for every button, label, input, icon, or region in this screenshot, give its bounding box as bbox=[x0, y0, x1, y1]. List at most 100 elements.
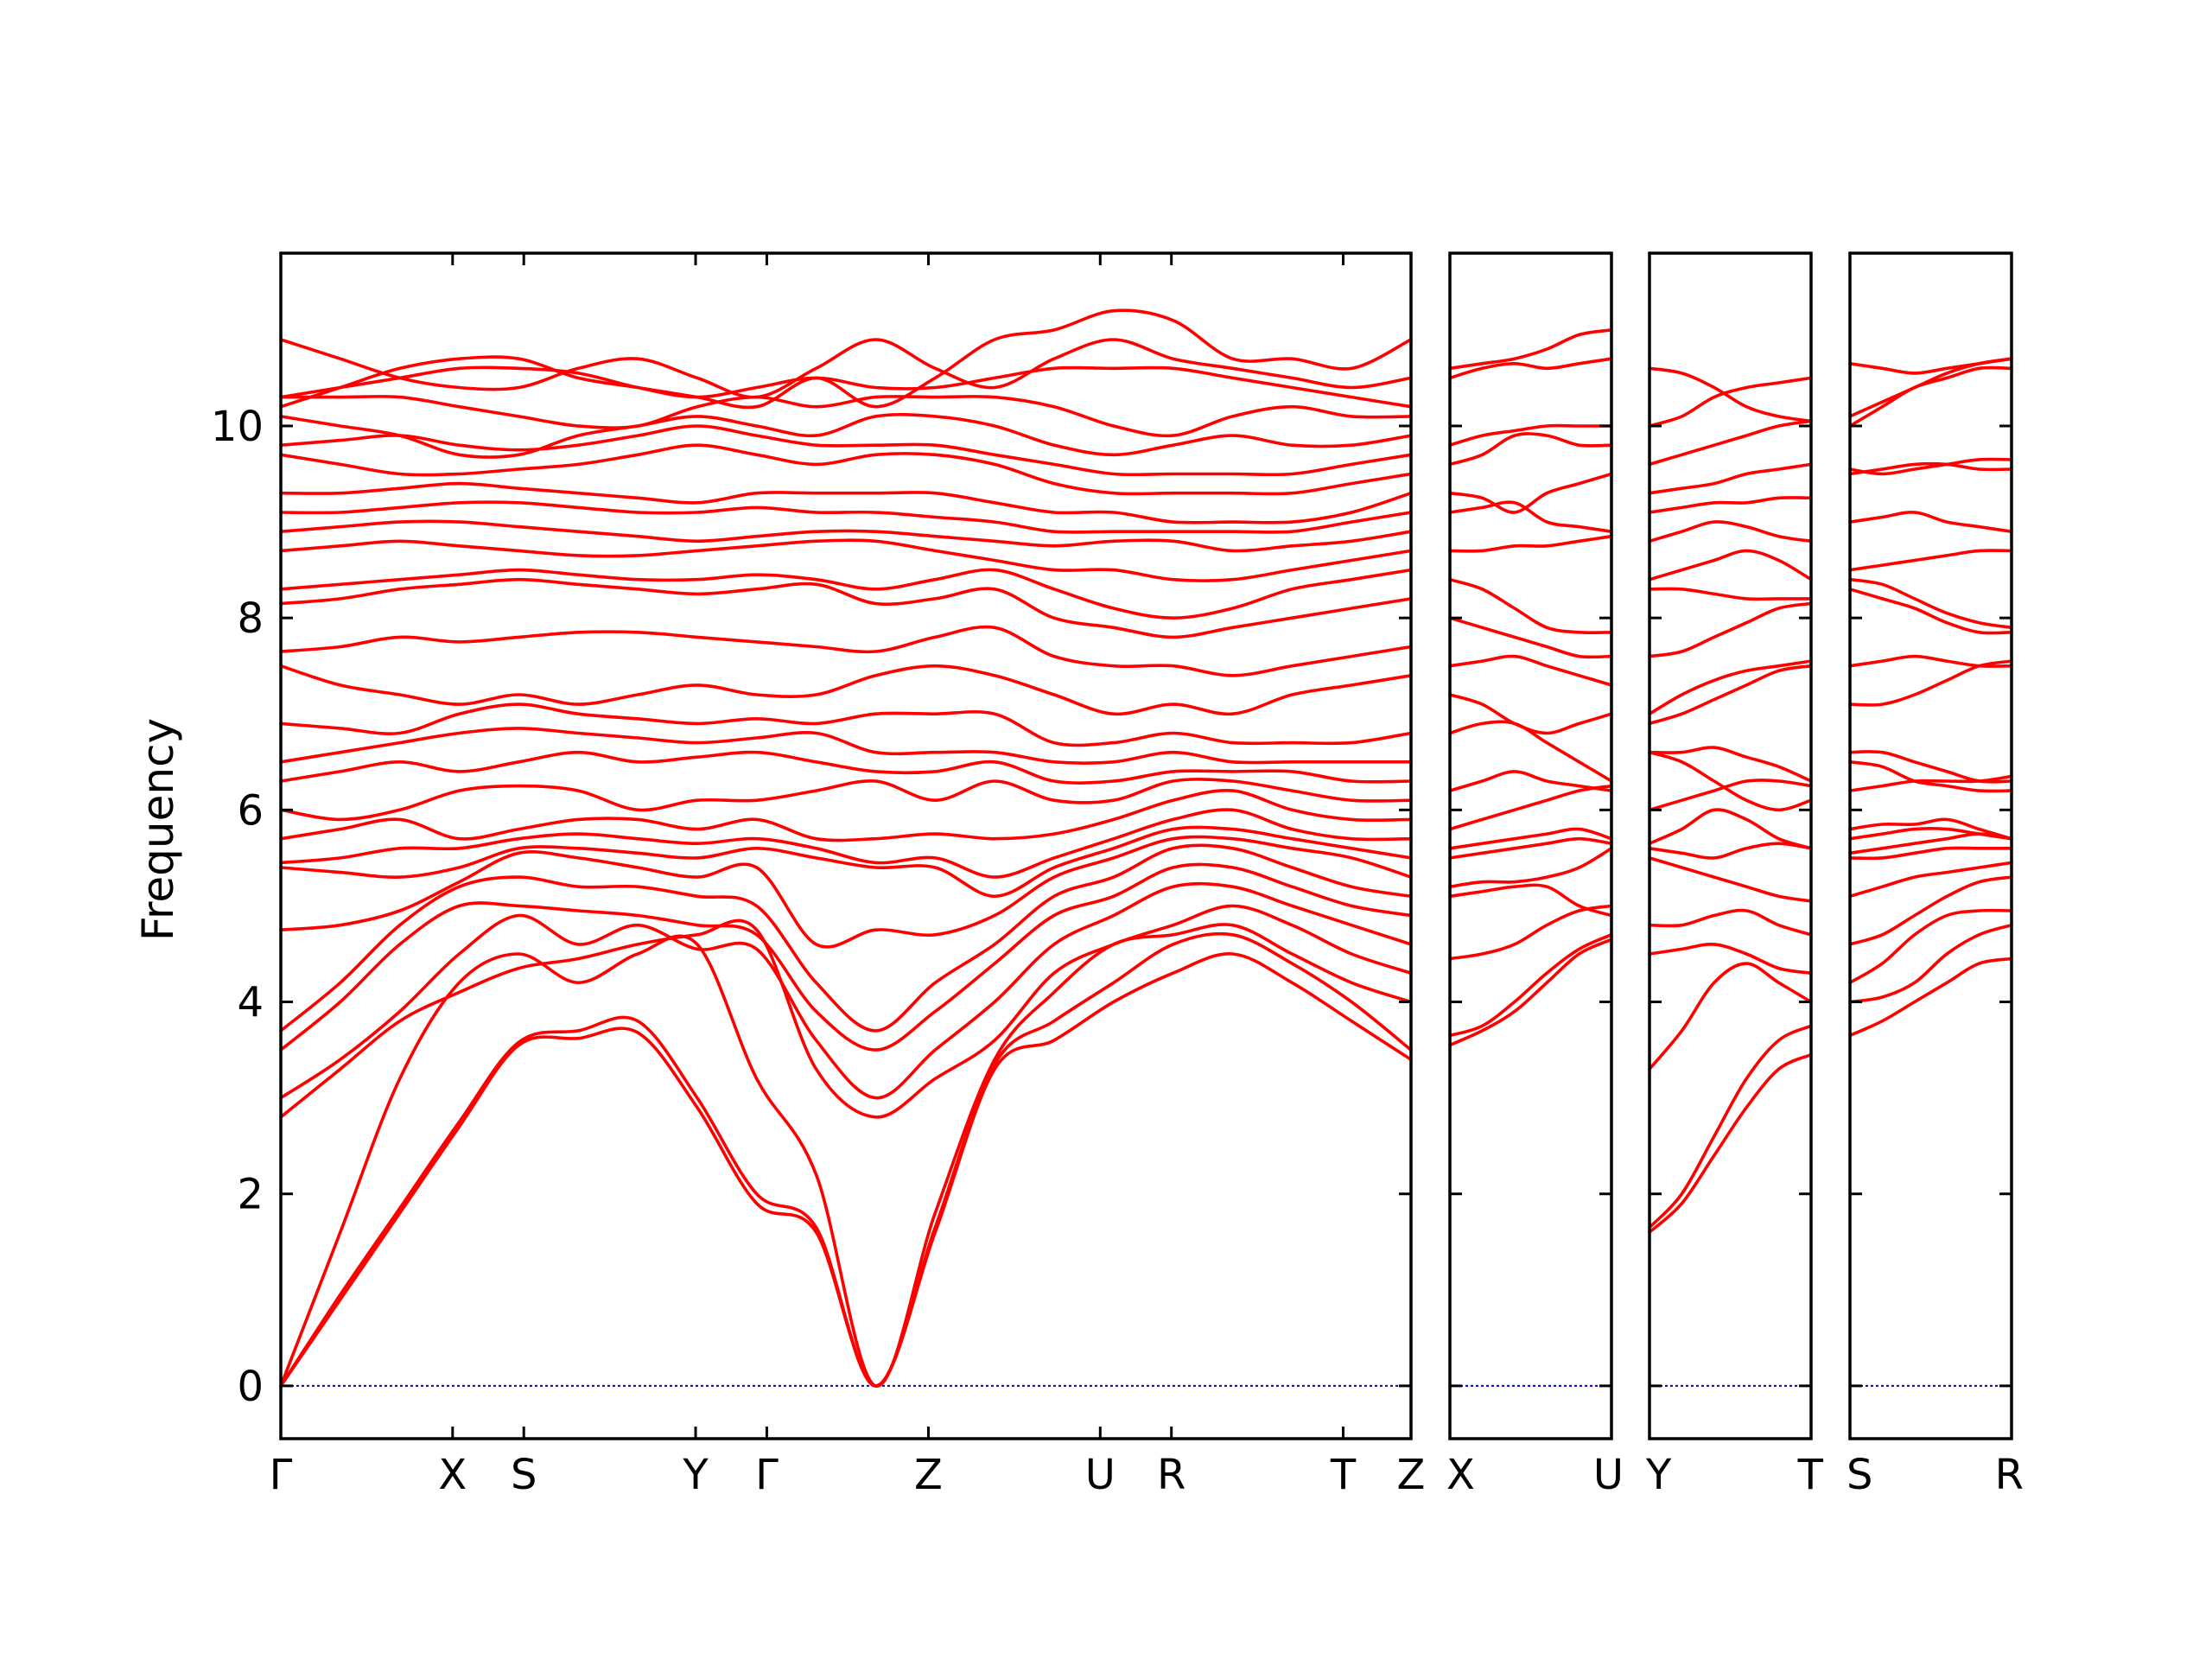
band-13 bbox=[1448, 616, 1613, 659]
band-3 bbox=[1448, 904, 1613, 961]
band-4 bbox=[1848, 875, 2013, 946]
band-14 bbox=[279, 727, 1413, 765]
band-9 bbox=[1648, 779, 1813, 812]
y-axis-label: Frequency bbox=[133, 718, 183, 941]
band-4 bbox=[1648, 942, 1813, 975]
band-5 bbox=[1648, 908, 1813, 937]
band-14 bbox=[1648, 601, 1813, 658]
x-tick-label: T bbox=[1797, 1451, 1824, 1499]
y-tick-label: 0 bbox=[237, 1363, 264, 1411]
band-20 bbox=[1848, 457, 2013, 476]
band-19 bbox=[1648, 462, 1813, 495]
band-10 bbox=[279, 808, 1413, 879]
x-tick-label: Γ bbox=[755, 1451, 779, 1499]
band-4 bbox=[1448, 883, 1613, 918]
x-tick-label: X bbox=[1446, 1451, 1475, 1499]
band-11 bbox=[279, 789, 1413, 842]
band-27 bbox=[279, 395, 1413, 438]
panel-frame bbox=[279, 251, 1413, 1440]
band-6 bbox=[1848, 846, 2013, 861]
band-22 bbox=[279, 500, 1413, 534]
x-tick-label: Γ bbox=[270, 1451, 293, 1499]
band-8 bbox=[1448, 784, 1613, 831]
band-13 bbox=[279, 750, 1413, 785]
y-tick-label: 8 bbox=[237, 594, 264, 643]
band-10 bbox=[1648, 750, 1813, 812]
band-17 bbox=[1648, 520, 1813, 543]
band-12 bbox=[279, 778, 1413, 822]
band-16 bbox=[1448, 500, 1613, 533]
y-tick-label: 4 bbox=[237, 979, 264, 1027]
band-8 bbox=[279, 835, 1413, 949]
band-14 bbox=[1448, 577, 1613, 634]
band-6 bbox=[279, 862, 1413, 1052]
band-3 bbox=[1848, 908, 2013, 985]
band-11 bbox=[1648, 746, 1813, 783]
band-26 bbox=[279, 412, 1413, 459]
x-tick-label: R bbox=[1995, 1451, 2024, 1499]
band-28 bbox=[279, 365, 1413, 409]
band-12 bbox=[1448, 654, 1613, 687]
band-20 bbox=[1648, 419, 1813, 467]
band-30 bbox=[279, 308, 1413, 410]
band-11 bbox=[1448, 693, 1613, 735]
band-9 bbox=[1848, 817, 2013, 841]
panel-frame bbox=[1448, 251, 1613, 1440]
band-5 bbox=[279, 881, 1413, 1100]
y-tick-label: 10 bbox=[211, 403, 264, 451]
band-9 bbox=[279, 825, 1413, 899]
x-tick-label: U bbox=[1593, 1451, 1624, 1499]
band-7 bbox=[1448, 827, 1613, 850]
band-15 bbox=[1448, 534, 1613, 553]
band-29 bbox=[279, 338, 1413, 399]
band-24 bbox=[279, 443, 1413, 496]
band-6 bbox=[1648, 856, 1813, 903]
band-5 bbox=[1848, 861, 2013, 899]
band-21 bbox=[1448, 328, 1613, 371]
x-tick-label: Z bbox=[1397, 1451, 1426, 1499]
band-15 bbox=[1848, 588, 2013, 635]
x-tick-label: S bbox=[511, 1451, 537, 1499]
band-4 bbox=[279, 904, 1413, 1119]
band-19 bbox=[1448, 423, 1613, 447]
band-25 bbox=[279, 424, 1413, 477]
band-6 bbox=[1448, 836, 1613, 860]
band-15 bbox=[279, 702, 1413, 747]
band-18 bbox=[1448, 432, 1613, 467]
band-7 bbox=[279, 843, 1413, 1033]
band-19 bbox=[279, 568, 1413, 620]
band-2 bbox=[1648, 1024, 1813, 1230]
band-13 bbox=[1648, 659, 1813, 715]
band-16 bbox=[1848, 577, 2013, 630]
x-tick-label: Z bbox=[914, 1451, 943, 1499]
x-tick-label: R bbox=[1157, 1451, 1185, 1499]
band-8 bbox=[1848, 827, 2013, 841]
band-18 bbox=[1648, 496, 1813, 514]
band-17 bbox=[1848, 549, 2013, 572]
band-21 bbox=[1648, 376, 1813, 428]
panel-frame bbox=[1848, 251, 2013, 1440]
band-7 bbox=[1648, 842, 1813, 860]
band-21 bbox=[279, 519, 1413, 553]
band-16 bbox=[279, 664, 1413, 716]
band-20 bbox=[279, 538, 1413, 582]
x-tick-label: S bbox=[1847, 1451, 1872, 1499]
x-tick-label: Y bbox=[682, 1451, 709, 1499]
x-tick-label: T bbox=[1330, 1451, 1357, 1499]
band-1 bbox=[1448, 938, 1613, 1047]
band-17 bbox=[279, 625, 1413, 677]
band-1 bbox=[1848, 957, 2013, 1038]
y-tick-label: 2 bbox=[237, 1171, 264, 1219]
band-21 bbox=[1848, 365, 2013, 428]
band-2 bbox=[1448, 933, 1613, 1038]
band-17 bbox=[1448, 472, 1613, 514]
x-tick-label: Y bbox=[1645, 1451, 1672, 1499]
band-23 bbox=[1848, 357, 2013, 375]
panel-frame bbox=[1648, 251, 1813, 1440]
band-14 bbox=[1848, 654, 2013, 668]
band-12 bbox=[1848, 750, 2013, 784]
